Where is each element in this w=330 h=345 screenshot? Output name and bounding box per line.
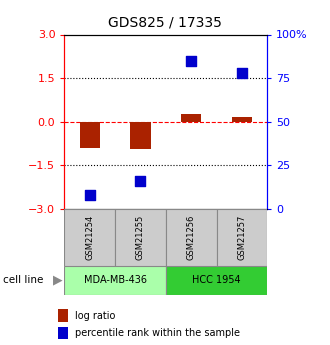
- Point: [87, 192, 92, 198]
- Bar: [166, 209, 216, 266]
- Text: HCC 1954: HCC 1954: [192, 275, 241, 285]
- Text: GSM21256: GSM21256: [187, 215, 196, 260]
- Text: GSM21255: GSM21255: [136, 215, 145, 260]
- Point: [188, 58, 194, 63]
- Bar: [166, 266, 267, 295]
- Text: ▶: ▶: [53, 274, 63, 287]
- Text: GDS825 / 17335: GDS825 / 17335: [108, 16, 222, 30]
- Bar: [58, 309, 68, 322]
- Text: MDA-MB-436: MDA-MB-436: [83, 275, 147, 285]
- Text: percentile rank within the sample: percentile rank within the sample: [75, 328, 240, 338]
- Bar: [115, 209, 166, 266]
- Point: [138, 178, 143, 184]
- Bar: [64, 209, 115, 266]
- Bar: [216, 209, 267, 266]
- Bar: [64, 266, 166, 295]
- Bar: [80, 122, 100, 148]
- Bar: [130, 122, 150, 149]
- Text: cell line: cell line: [3, 275, 44, 285]
- Point: [239, 70, 245, 76]
- Bar: [181, 114, 201, 122]
- Bar: [232, 117, 252, 122]
- Text: GSM21254: GSM21254: [85, 215, 94, 260]
- Text: log ratio: log ratio: [75, 311, 115, 321]
- Bar: [58, 327, 68, 339]
- Text: GSM21257: GSM21257: [237, 215, 247, 260]
